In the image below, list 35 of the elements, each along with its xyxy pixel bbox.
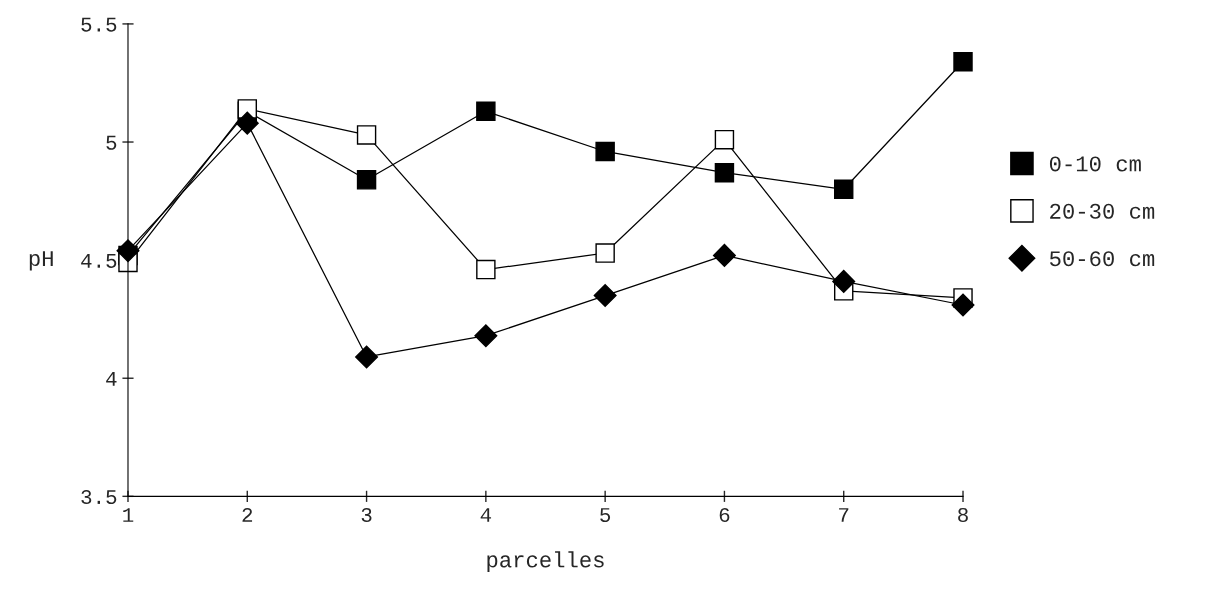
point [476,259,496,280]
point [356,125,377,145]
point [714,163,735,183]
x-axis-title: parcelles [487,551,604,572]
x-tick-label: 3 [361,507,372,523]
point [832,269,856,293]
point [593,284,617,308]
x-tick-label: 8 [958,507,968,523]
point [714,129,735,150]
legend-label: 50-60 cm [1049,251,1155,267]
y-tick-label: 5 [106,135,117,150]
point [356,170,377,190]
point [476,101,496,122]
point [595,141,615,162]
point [235,111,259,135]
x-tick-label: 4 [480,508,492,522]
legend-label: 0-10 cm [1049,156,1141,172]
point [953,51,973,72]
point [951,293,975,317]
y-tick-label: 5.5 [81,17,117,32]
point [595,243,615,263]
legend-label: 20-30 cm [1050,203,1155,219]
x-tick-label: 5 [600,508,611,523]
x-tick-label: 7 [839,508,849,522]
point [833,179,854,199]
y-tick-label: 4 [106,372,117,386]
point [712,243,736,267]
y-axis-title: pH [29,251,53,271]
x-tick-label: 1 [123,508,134,522]
point [355,345,379,369]
point [474,324,498,348]
y-tick-label: 3.5 [81,489,117,505]
x-tick-label: 2 [242,507,253,522]
x-tick-label: 6 [719,507,730,523]
y-tick-label: 4.5 [81,253,117,268]
